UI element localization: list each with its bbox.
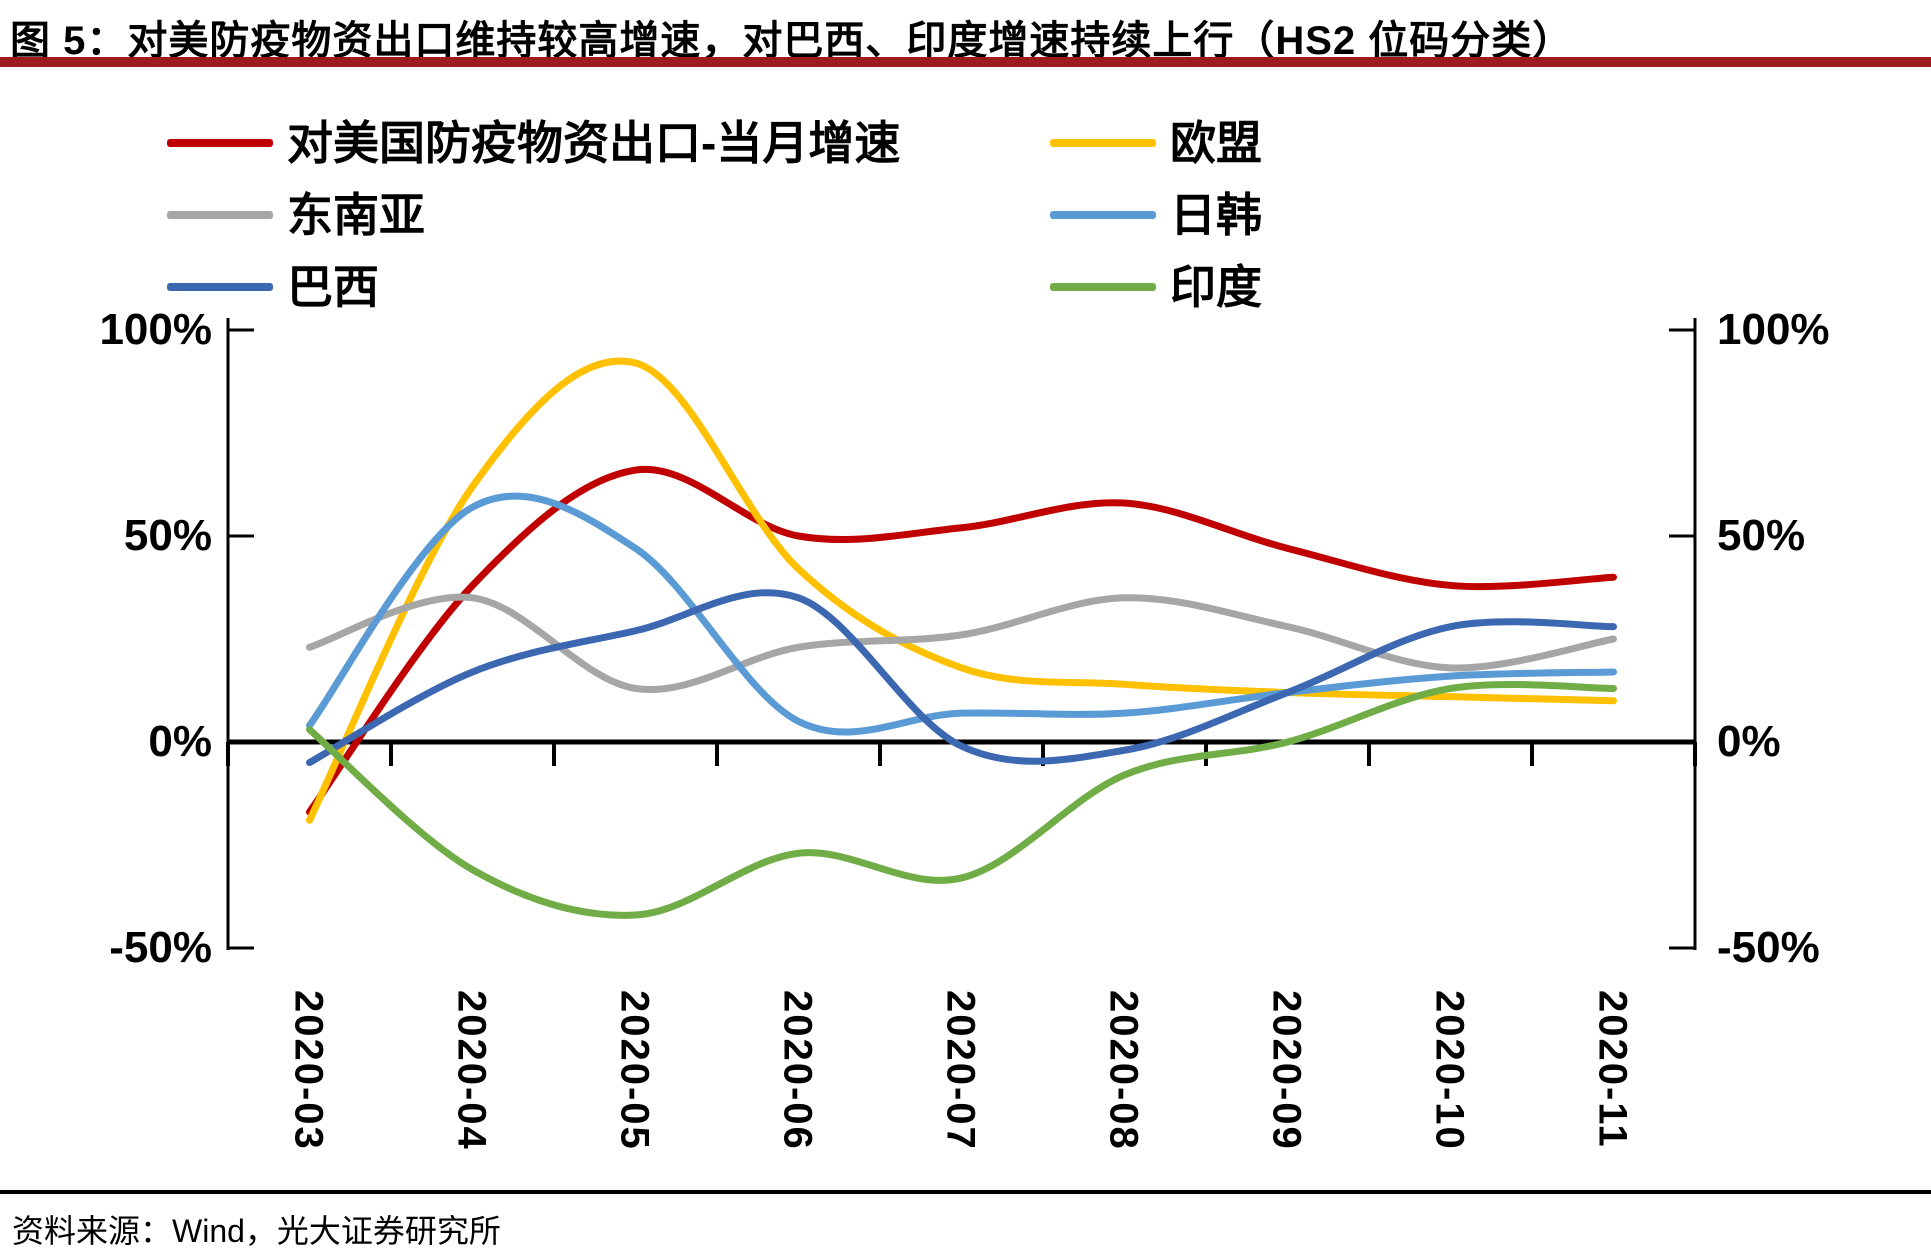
source-divider (0, 1190, 1931, 1194)
legend-swatch-sea (167, 211, 273, 219)
y-tick-label-left-0: 0% (148, 717, 212, 766)
y-tick-label-right-50: 50% (1717, 511, 1806, 560)
legend-label-us: 对美国防疫物资出口-当月增速 (287, 117, 901, 169)
legend-label-brazil: 巴西 (287, 261, 379, 313)
legend-item-india: 印度 (1050, 262, 1262, 312)
x-axis-label: 2020-03 (286, 990, 331, 1151)
x-axis-label: 2020-10 (1427, 990, 1472, 1151)
title-accent-rule (0, 57, 1931, 67)
x-axis-label: 2020-09 (1264, 990, 1309, 1151)
y-tick-label-left-50: 50% (123, 511, 212, 560)
x-axis-label: 2020-05 (612, 990, 657, 1151)
y-tick-label-right-100: 100% (1717, 305, 1830, 354)
y-tick-label-left-neg50: -50% (109, 923, 212, 972)
legend-swatch-japan-korea (1050, 211, 1156, 219)
legend-label-japan-korea: 日韩 (1170, 189, 1262, 241)
y-tick-label-right-neg50: -50% (1717, 923, 1820, 972)
legend-item-japan-korea: 日韩 (1050, 190, 1262, 240)
x-axis-label: 2020-08 (1101, 990, 1146, 1151)
legend-swatch-us (167, 139, 273, 147)
figure-title: 图 5：对美防疫物资出口维持较高增速，对巴西、印度增速持续上行（HS2 位码分类… (10, 19, 1574, 63)
source-note: 资料来源：Wind，光大证券研究所 (12, 1213, 501, 1249)
x-axis-label: 2020-11 (1590, 990, 1635, 1149)
legend-label-india: 印度 (1170, 261, 1262, 313)
legend-swatch-brazil (167, 283, 273, 291)
legend-label-eu: 欧盟 (1170, 117, 1262, 169)
y-tick-label-right-0: 0% (1717, 717, 1781, 766)
x-axis-label: 2020-04 (449, 990, 494, 1151)
legend-item-eu: 欧盟 (1050, 118, 1262, 168)
legend-item-brazil: 巴西 (167, 262, 379, 312)
legend-item-us: 对美国防疫物资出口-当月增速 (167, 118, 900, 168)
legend-item-sea: 东南亚 (167, 190, 425, 240)
legend-label-sea: 东南亚 (287, 189, 425, 241)
legend-swatch-eu (1050, 139, 1156, 147)
legend-swatch-india (1050, 283, 1156, 291)
y-tick-label-left-100: 100% (99, 305, 212, 354)
x-axis-label: 2020-06 (775, 990, 820, 1151)
x-axis-label: 2020-07 (938, 990, 983, 1151)
